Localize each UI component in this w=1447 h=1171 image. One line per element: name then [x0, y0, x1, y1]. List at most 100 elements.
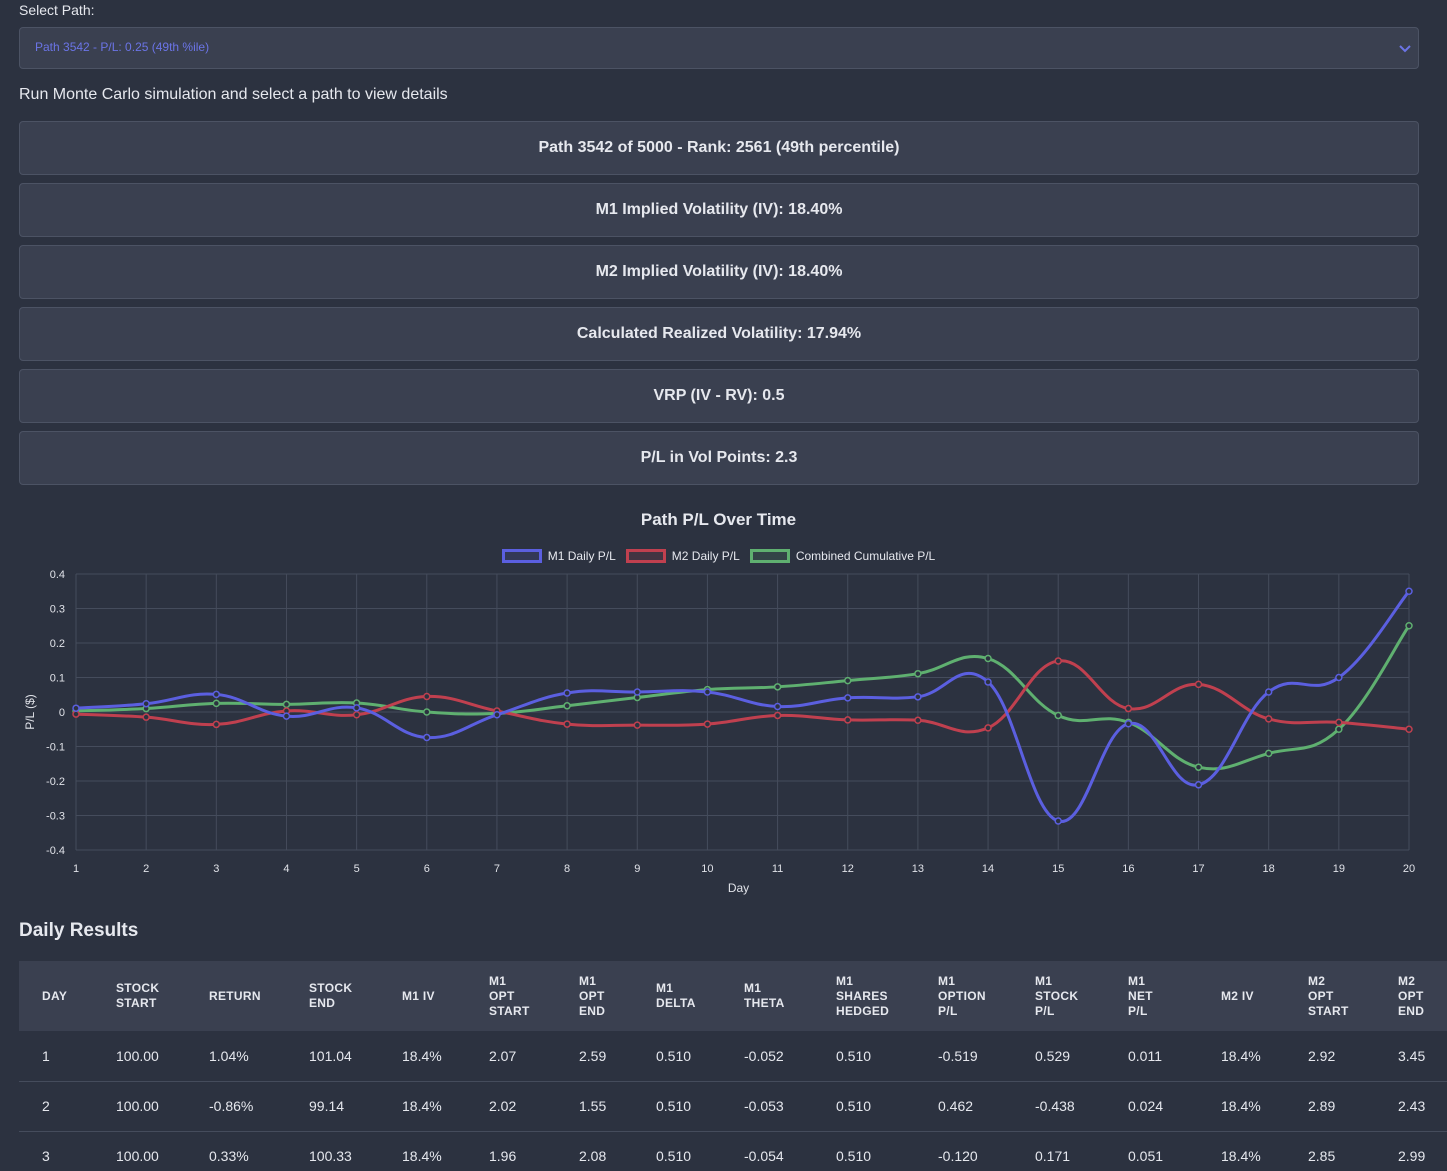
- series-line-1: [75, 659, 1410, 734]
- y-tick-label: -0.3: [46, 811, 65, 823]
- table-cell: -0.053: [721, 1081, 813, 1132]
- table-cell: -0.054: [721, 1131, 813, 1171]
- data-point: [1054, 817, 1062, 825]
- data-point: [493, 711, 501, 719]
- column-header[interactable]: M1 OPTION P/L: [938, 973, 986, 1018]
- legend-swatch-m2: [625, 549, 666, 563]
- data-point: [142, 699, 150, 708]
- legend-item-combined[interactable]: Combined Cumulative P/L: [749, 549, 935, 563]
- data-point: [352, 704, 361, 712]
- data-point: [563, 702, 571, 710]
- table-cell: 1.55: [556, 1081, 633, 1132]
- x-tick-label: 16: [1122, 863, 1134, 875]
- table-cell: 2.89: [1285, 1081, 1375, 1132]
- data-point: [423, 692, 431, 701]
- chart-title: Path P/L Over Time: [640, 510, 797, 529]
- x-tick-label: 13: [912, 863, 924, 875]
- x-tick-label: 9: [634, 863, 640, 875]
- table-cell: 0.33%: [186, 1131, 286, 1171]
- table-cell: -0.120: [915, 1131, 1012, 1171]
- x-tick-label: 12: [842, 863, 854, 875]
- table-cell: 2.43: [1375, 1081, 1447, 1132]
- y-axis-label: P/L ($): [23, 694, 37, 730]
- data-point: [1405, 622, 1413, 630]
- data-point: [212, 720, 221, 729]
- column-header[interactable]: M1 SHARES HEDGED: [836, 973, 890, 1018]
- table-body: 1 100.00 1.04% 101.04 18.4% 2.07 2.59 0.510 -0.0…: [19, 1031, 1447, 1171]
- column-header[interactable]: M1 OPT END: [579, 973, 606, 1018]
- column-header[interactable]: M1 DELTA: [656, 981, 696, 1010]
- column-header[interactable]: M2 OPT START: [1308, 973, 1349, 1018]
- data-point: [984, 654, 992, 663]
- data-point: [773, 683, 782, 691]
- legend-label-m2: M2 Daily P/L: [671, 549, 740, 563]
- data-point: [914, 716, 922, 725]
- x-tick-label: 5: [354, 863, 360, 875]
- select-path-label: Select Path:: [19, 2, 95, 18]
- table-cell: 18.4%: [1198, 1031, 1285, 1082]
- data-point: [1405, 725, 1413, 733]
- vrp-card: VRP (IV - RV): 0.5: [19, 369, 1419, 423]
- column-header[interactable]: M1 IV: [402, 988, 435, 1003]
- column-header[interactable]: DAY: [42, 988, 68, 1003]
- y-tick-label: -0.4: [46, 845, 65, 857]
- x-tick-label: 4: [283, 863, 289, 875]
- legend-item-m2[interactable]: M2 Daily P/L: [625, 549, 740, 563]
- path-select[interactable]: Path 3542 - P/L: 0.25 (49th %ile): [19, 27, 1419, 69]
- daily-results-title: Daily Results: [19, 920, 139, 941]
- x-axis-label: Day: [728, 881, 749, 895]
- table-row: 2 100.00 -0.86% 99.14 18.4% 2.02 1.55 0.510 -0.0…: [19, 1081, 1447, 1132]
- table-cell: 100.00: [93, 1081, 186, 1132]
- y-tick-label: -0.2: [46, 776, 65, 788]
- column-header[interactable]: RETURN: [209, 988, 261, 1003]
- data-point: [1124, 704, 1133, 713]
- table-cell: 0.510: [633, 1131, 721, 1171]
- data-point: [352, 711, 361, 719]
- data-point: [423, 708, 431, 716]
- x-tick-label: 1: [73, 863, 79, 875]
- data-point: [843, 676, 852, 685]
- column-header[interactable]: M1 STOCK P/L: [1035, 973, 1079, 1018]
- column-header[interactable]: M1 NET P/L: [1128, 973, 1153, 1018]
- table-header-row: DAY STOCK START RETURN STOCK END M1 IV M1 OPT STA…: [19, 961, 1447, 1031]
- column-header[interactable]: STOCK START: [116, 981, 160, 1010]
- table-cell: 3.45: [1375, 1031, 1447, 1082]
- x-tick-label: 14: [982, 863, 994, 875]
- legend-item-m1[interactable]: M1 Daily P/L: [501, 549, 616, 563]
- y-tick-label: 0.1: [50, 673, 65, 685]
- table-cell: 0.024: [1105, 1081, 1198, 1132]
- data-point: [1194, 781, 1203, 789]
- pl-line-chart: 0.40.30.20.10-0.1-0.2-0.3-0.41 2 3 4 5 6 7 8 9 10…: [23, 569, 1415, 895]
- data-point: [1335, 673, 1343, 682]
- x-tick-label: 15: [1052, 863, 1064, 875]
- path-select-value: Path 3542 - P/L: 0.25 (49th %ile): [35, 40, 210, 54]
- series-line-0: [75, 590, 1411, 823]
- data-point: [142, 713, 150, 721]
- y-tick-label: 0.3: [50, 604, 65, 616]
- table-cell: 1: [19, 1031, 93, 1082]
- table-cell: 0.462: [915, 1081, 1012, 1132]
- data-point: [633, 721, 642, 729]
- table-cell: 18.4%: [379, 1131, 466, 1171]
- x-tick-label: 2: [143, 863, 149, 875]
- table-cell: 0.011: [1105, 1031, 1198, 1082]
- column-header[interactable]: M1 THETA: [744, 981, 785, 1010]
- table-cell: 2.92: [1285, 1031, 1375, 1082]
- data-point: [1194, 763, 1203, 771]
- table-cell: 0.510: [813, 1081, 915, 1132]
- table-cell: 2.99: [1375, 1131, 1447, 1171]
- m2-iv-card: M2 Implied Volatility (IV): 18.40%: [19, 245, 1419, 299]
- y-tick-label: 0: [59, 707, 65, 719]
- x-tick-label: 8: [564, 863, 570, 875]
- column-header[interactable]: M1 OPT START: [489, 973, 530, 1018]
- table-cell: 0.510: [813, 1031, 915, 1082]
- x-tick-label: 17: [1192, 863, 1204, 875]
- table-cell: -0.519: [915, 1031, 1012, 1082]
- data-point: [212, 699, 221, 708]
- data-point: [1054, 711, 1062, 720]
- column-header[interactable]: M2 OPT END: [1398, 973, 1425, 1018]
- column-header[interactable]: STOCK END: [309, 981, 353, 1010]
- column-header[interactable]: M2 IV: [1221, 988, 1254, 1003]
- table-cell: 2.85: [1285, 1131, 1375, 1171]
- data-point: [843, 694, 852, 702]
